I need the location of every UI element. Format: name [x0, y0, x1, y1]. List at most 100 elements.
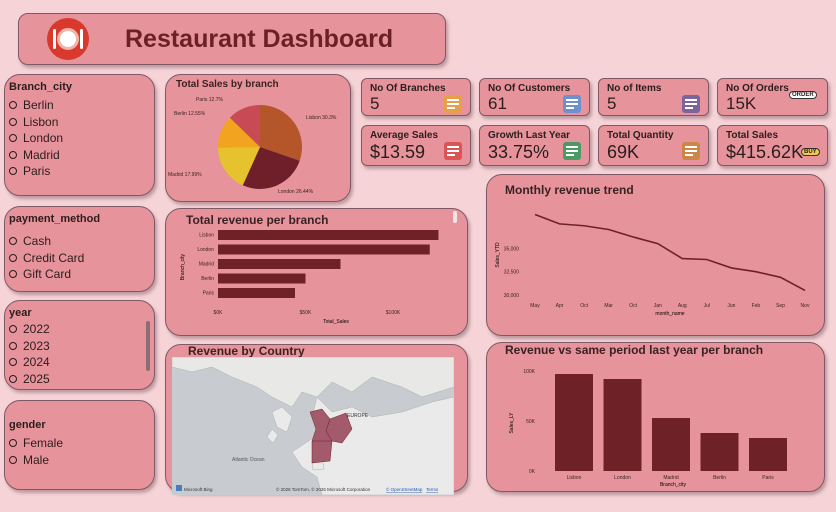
radio-icon[interactable] — [9, 455, 17, 464]
branch-option[interactable]: London — [9, 130, 63, 147]
kpi-label: No Of Customers — [488, 83, 571, 94]
pie-slice-madrid[interactable] — [218, 147, 260, 186]
branch-option[interactable]: Lisbon — [9, 114, 63, 131]
kpi-label: Total Sales — [726, 130, 779, 141]
bar-london[interactable] — [218, 244, 430, 255]
slicer-title: gender — [9, 419, 46, 431]
monthly-trend-panel: Monthly revenue trend May Apr Oct Mar Oct Jan… — [486, 174, 825, 336]
radio-icon[interactable] — [9, 101, 17, 110]
person-chart-icon — [442, 140, 464, 162]
x-tick-label: Lisbon — [567, 475, 582, 481]
map-feedback-link[interactable]: © OpenStreetMap — [386, 486, 423, 492]
x-tick-label: Apr — [556, 303, 564, 309]
kpi-card: No Of Orders 15K ORDER — [717, 78, 828, 116]
gender-option[interactable]: Male — [9, 452, 63, 469]
radio-icon[interactable] — [9, 253, 17, 262]
option-label: 2022 — [23, 322, 50, 336]
y-tick-label: Paris — [203, 291, 215, 297]
x-tick-label: Paris — [762, 475, 774, 481]
panel-scrollbar[interactable] — [453, 211, 457, 223]
trend-line[interactable] — [534, 213, 806, 292]
radio-icon[interactable] — [9, 374, 17, 383]
y-axis-label: Sales_YTD — [495, 242, 501, 268]
pie-chart-panel: Total Sales by branch Lisbon 30.3% London… — [165, 74, 351, 202]
radio-icon[interactable] — [9, 167, 17, 176]
map-visual[interactable]: EUROPE Atlantic Ocean Microsoft Bing © 2… — [172, 357, 454, 495]
pie-slice-paris[interactable] — [229, 105, 260, 147]
option-label: London — [23, 131, 64, 145]
x-tick-label: Oct — [629, 303, 637, 309]
year-option[interactable]: 2023 — [9, 338, 50, 355]
radio-icon[interactable] — [9, 341, 17, 350]
pie-slice-lisbon[interactable] — [260, 105, 302, 161]
radio-icon[interactable] — [9, 117, 17, 126]
pie-label: Madrid 17.99% — [168, 172, 202, 178]
chart-title: Revenue by Country — [188, 344, 305, 358]
gender-option[interactable]: Female — [9, 435, 63, 452]
y-tick-label: 0K — [529, 469, 536, 475]
pie-chart: Lisbon 30.3% London 26.44% Madrid 17.99% Be… — [168, 97, 337, 195]
branch-option[interactable]: Berlin — [9, 97, 63, 114]
option-label: Female — [23, 436, 64, 450]
x-tick-label: Jun — [727, 303, 735, 309]
radio-icon[interactable] — [9, 134, 17, 143]
slicer-year: year 2022 2023 2024 2025 — [4, 300, 155, 390]
network-icon — [442, 93, 464, 115]
branch-option[interactable]: Madrid — [9, 147, 63, 164]
option-label: Male — [23, 452, 50, 467]
y-tick-label: Berlin — [201, 276, 214, 282]
bar-paris[interactable] — [218, 288, 295, 298]
x-axis-label: month_name — [655, 311, 684, 317]
bar-madrid[interactable] — [218, 259, 341, 269]
year-scrollbar[interactable] — [146, 321, 150, 371]
kpi-value: 33.75% — [488, 142, 550, 162]
bar-berlin[interactable] — [700, 433, 739, 471]
icon-badge-text: ORDER — [789, 91, 817, 99]
list-icon — [680, 93, 702, 115]
year-option[interactable]: 2025 — [9, 371, 50, 388]
bar-paris[interactable] — [749, 438, 787, 471]
year-option[interactable]: 2024 — [9, 354, 50, 371]
growth-runner-icon — [561, 140, 583, 162]
map-attribution: © 2026 TomTom, © 2026 Microsoft Corporat… — [276, 486, 371, 492]
pie-label: Lisbon 30.3% — [306, 115, 337, 121]
payment-option[interactable]: Credit Card — [9, 250, 84, 267]
map-terms-link[interactable]: Terms — [426, 487, 439, 492]
map-logo-text: Microsoft Bing — [184, 487, 213, 492]
payment-option[interactable]: Gift Card — [9, 266, 84, 283]
bar-berlin[interactable] — [218, 273, 306, 284]
radio-icon[interactable] — [9, 358, 17, 367]
branch-option[interactable]: Paris — [9, 163, 63, 180]
y-tick-label: Madrid — [199, 262, 215, 268]
pie-slice-berlin[interactable] — [218, 117, 260, 148]
radio-icon[interactable] — [9, 439, 17, 448]
year-option[interactable]: 2022 — [9, 321, 50, 338]
radio-icon[interactable] — [9, 150, 17, 159]
slicer-title: Branch_city — [9, 81, 72, 93]
kpi-card: Total Sales $415.62K BUY — [717, 125, 828, 166]
payment-option[interactable]: Cash — [9, 233, 84, 250]
option-label: 2025 — [23, 371, 50, 386]
slicer-gender: gender Female Male — [4, 400, 155, 490]
bar-london[interactable] — [603, 379, 642, 471]
bar-madrid[interactable] — [652, 418, 690, 471]
bar-lisbon[interactable] — [218, 230, 439, 240]
y-tick-label: 50K — [526, 419, 536, 425]
option-label: Madrid — [23, 147, 60, 162]
revenue-map-panel: Revenue by Country EUROPE Atlantic Ocean… — [165, 344, 468, 495]
radio-icon[interactable] — [9, 270, 17, 279]
kpi-value: $13.59 — [370, 142, 426, 162]
chart-title: Revenue vs same period last year per bra… — [505, 343, 764, 357]
kpi-card: Average Sales $13.59 — [361, 125, 471, 166]
kpi-card: No Of Branches 5 — [361, 78, 471, 116]
chart-title: Monthly revenue trend — [505, 183, 634, 197]
kpi-label: Growth Last Year — [488, 130, 571, 141]
radio-icon[interactable] — [9, 237, 17, 246]
pie-slice-london[interactable] — [242, 147, 300, 189]
radio-icon[interactable] — [9, 325, 17, 334]
bar-lisbon[interactable] — [555, 374, 593, 471]
option-label: 2023 — [23, 338, 50, 353]
kpi-label: No Of Orders — [726, 83, 789, 94]
title-banner: Restaurant Dashboard — [18, 13, 446, 65]
x-tick-label: Aug — [678, 303, 687, 309]
